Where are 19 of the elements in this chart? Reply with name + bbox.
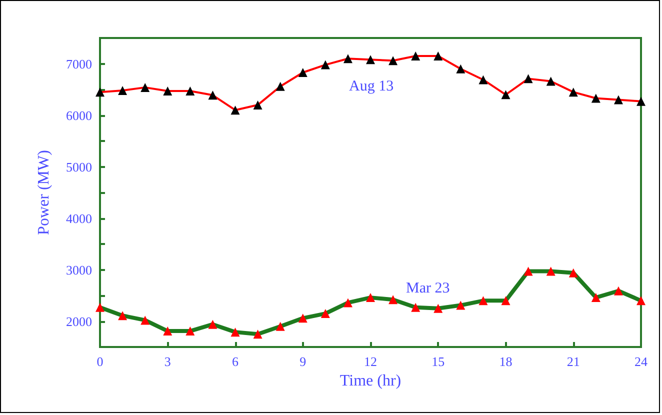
x-tick-label: 24 [634,354,648,369]
y-tick-label: 5000 [66,159,92,174]
annotation: Mar 23 [406,280,450,296]
x-tick-label: 9 [300,354,306,369]
x-tick-label: 15 [432,354,445,369]
y-tick-label: 3000 [66,262,92,278]
x-tick-label: 3 [164,354,171,369]
y-tick-label: 7000 [66,56,92,72]
x-tick-label: 21 [566,354,580,369]
x-tick-label: 6 [232,354,239,369]
x-tick-label: 12 [364,354,377,369]
x-tick-label: 18 [499,354,512,369]
annotation: Aug 13 [349,78,394,94]
y-axis-title: Power (MW) [36,150,52,235]
x-axis-title: Time (hr) [340,372,402,390]
x-tick-label: 0 [96,354,104,369]
y-tick-label: 4000 [66,210,92,226]
y-tick-label: 2000 [66,314,92,329]
y-tick-label: 6000 [66,108,92,123]
